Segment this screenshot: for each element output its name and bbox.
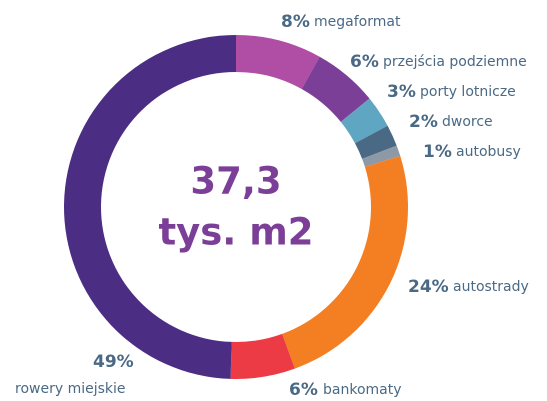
value-label: 49%	[93, 352, 134, 372]
center-text: 37,3	[190, 160, 281, 203]
donut-segment	[301, 56, 370, 122]
donut-segment	[282, 155, 408, 369]
value-label: 8%	[281, 12, 310, 32]
value-label: 24%	[408, 277, 449, 297]
donut-segment	[230, 333, 295, 379]
category-label: przejścia podziemne	[383, 54, 527, 70]
category-label: autobusy	[456, 144, 521, 160]
value-label: 6%	[350, 52, 379, 72]
category-label: bankomaty	[323, 382, 402, 398]
donut-segment	[354, 125, 397, 159]
category-label: porty lotnicze	[420, 84, 516, 100]
category-label: rowery miejskie	[15, 381, 126, 397]
value-label: 6%	[289, 380, 318, 400]
value-label: 1%	[423, 142, 452, 162]
category-label: dworce	[442, 114, 493, 130]
value-label: 2%	[409, 112, 438, 132]
category-label: autostrady	[453, 279, 529, 295]
category-label: megaformat	[314, 14, 401, 30]
donut-segment	[64, 35, 236, 379]
center-text: tys. m2	[158, 211, 313, 254]
value-label: 3%	[387, 82, 416, 102]
donut-segment	[340, 98, 388, 144]
donut-segment	[362, 145, 401, 167]
donut-segment	[236, 35, 320, 90]
